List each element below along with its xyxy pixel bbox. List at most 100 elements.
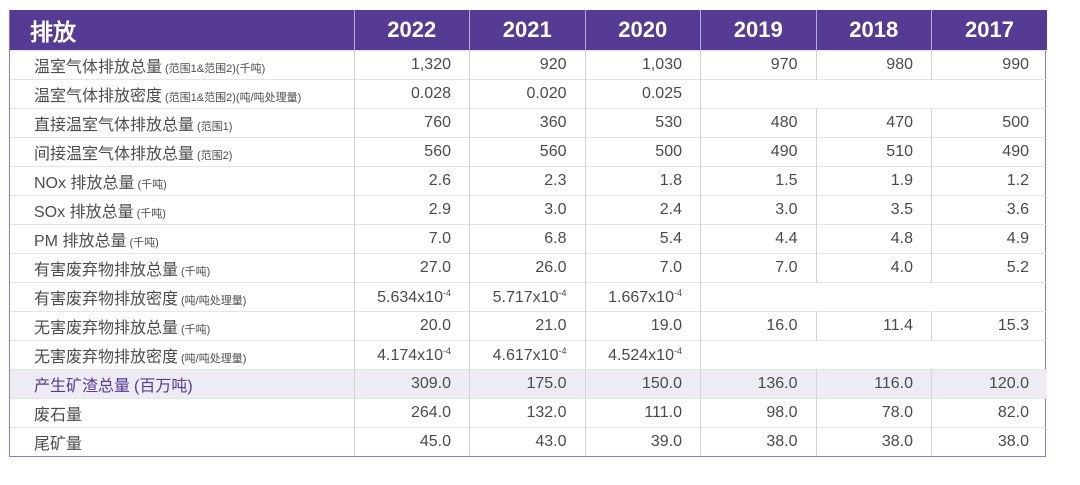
cell-value-2019: 4.4 <box>700 224 817 254</box>
cell-value-2018: 78.0 <box>816 398 932 428</box>
cell-value-2021: 360 <box>469 108 586 138</box>
table-row: 直接温室气体排放总量 (范围1) 760 360 530 480 470 500 <box>10 108 1047 138</box>
cell-value-2020: 0.025 <box>585 79 701 109</box>
table-row: 无害废弃物排放总量 (千吨) 20.0 21.0 19.0 16.0 11.4 15.3 <box>10 311 1047 341</box>
cell-value-2019: 38.0 <box>700 427 817 456</box>
metric-name: 温室气体排放总量 <box>34 59 163 76</box>
cell-value-2019: 480 <box>700 108 817 138</box>
cell-value-2017: 490 <box>931 137 1047 167</box>
row-label: 间接温室气体排放总量 (范围2) <box>10 137 355 167</box>
metric-name: 产生矿渣总量 <box>34 378 131 395</box>
cell-value-2019: 490 <box>700 137 817 167</box>
cell-value-2022: 0.028 <box>354 79 470 109</box>
cell-value-2021: 4.617x10-4 <box>469 340 586 370</box>
exponent: -4 <box>673 287 682 298</box>
metric-unit: (千吨) <box>181 324 211 336</box>
metric-unit: (范围1&范围2)(吨/吨处理量) <box>165 92 302 104</box>
cell-value-2018: 510 <box>816 137 932 167</box>
exponent: -4 <box>442 287 451 298</box>
cell-value-2021: 560 <box>469 137 586 167</box>
cell-value-2017: 500 <box>931 108 1047 138</box>
cell-value-2017: 4.9 <box>931 224 1047 254</box>
metric-name: 有害废弃物排放密度 <box>34 291 179 308</box>
cell-value-2022: 7.0 <box>354 224 470 254</box>
metric-unit: (吨/吨处理量) <box>181 353 247 365</box>
metric-name: 间接温室气体排放总量 <box>34 146 195 163</box>
metric-name: 无害废弃物排放总量 <box>34 320 179 337</box>
exponent: -4 <box>558 345 567 356</box>
cell-value-2018: 4.0 <box>816 253 932 283</box>
empty-merged-cell <box>700 340 1047 370</box>
cell-value-2018: 11.4 <box>816 311 932 341</box>
cell-value-2018: 470 <box>816 108 932 138</box>
cell-value-2017: 5.2 <box>931 253 1047 283</box>
metric-name: PM 排放总量 <box>34 233 127 250</box>
empty-merged-cell <box>700 282 1047 312</box>
cell-value-2021: 175.0 <box>469 369 586 399</box>
cell-value-2022: 27.0 <box>354 253 470 283</box>
cell-value-2022: 264.0 <box>354 398 470 428</box>
cell-value-2020: 5.4 <box>585 224 701 254</box>
table-row: 温室气体排放密度 (范围1&范围2)(吨/吨处理量) 0.028 0.020 0.025 <box>10 79 1047 109</box>
cell-value-2018: 3.5 <box>816 195 932 225</box>
metric-name: 无害废弃物排放密度 <box>34 349 179 366</box>
cell-value-2017: 1.2 <box>931 166 1047 196</box>
cell-value-2020: 1.8 <box>585 166 701 196</box>
header-row: 排放 2022 2021 2020 2019 2018 2017 <box>10 10 1047 51</box>
cell-value-2019: 136.0 <box>700 369 817 399</box>
cell-value-2020: 1.667x10-4 <box>585 282 701 312</box>
metric-name: 尾矿量 <box>34 436 83 453</box>
cell-value-2018: 1.9 <box>816 166 932 196</box>
cell-value-2022: 760 <box>354 108 470 138</box>
cell-value-2022: 2.9 <box>354 195 470 225</box>
cell-value-2017: 120.0 <box>931 369 1047 399</box>
metric-unit: (百万吨) <box>134 378 193 395</box>
metric-unit: (千吨) <box>137 179 167 191</box>
cell-value-2022: 45.0 <box>354 427 470 456</box>
table-row: 有害废弃物排放总量 (千吨) 27.0 26.0 7.0 7.0 4.0 5.2 <box>10 253 1047 283</box>
year-header-2019: 2019 <box>700 10 817 51</box>
table-row: 温室气体排放总量 (范围1&范围2)(千吨) 1,320 920 1,030 970 980… <box>10 50 1047 80</box>
emissions-table-container: 排放 2022 2021 2020 2019 2018 2017 温室气体排放总… <box>9 10 1047 457</box>
cell-value-2021: 43.0 <box>469 427 586 456</box>
year-header-2018: 2018 <box>816 10 932 51</box>
row-label: 温室气体排放密度 (范围1&范围2)(吨/吨处理量) <box>10 79 355 109</box>
cell-value-2020: 19.0 <box>585 311 701 341</box>
cell-value-2020: 530 <box>585 108 701 138</box>
table-row: 间接温室气体排放总量 (范围2) 560 560 500 490 510 490 <box>10 137 1047 167</box>
cell-value-2020: 7.0 <box>585 253 701 283</box>
metric-name: 有害废弃物排放总量 <box>34 262 179 279</box>
cell-value-2022: 560 <box>354 137 470 167</box>
exponent: -4 <box>673 345 682 356</box>
cell-value-2017: 82.0 <box>931 398 1047 428</box>
cell-value-2020: 500 <box>585 137 701 167</box>
metric-unit: (范围1) <box>197 121 233 133</box>
exponent: -4 <box>442 345 451 356</box>
metric-unit: (千吨) <box>136 208 166 220</box>
row-label: 无害废弃物排放密度 (吨/吨处理量) <box>10 340 355 370</box>
cell-value-2021: 132.0 <box>469 398 586 428</box>
cell-value-2019: 1.5 <box>700 166 817 196</box>
row-label: 有害废弃物排放密度 (吨/吨处理量) <box>10 282 355 312</box>
metric-unit: (吨/吨处理量) <box>181 295 247 307</box>
table-row: 废石量 264.0 132.0 111.0 98.0 78.0 82.0 <box>10 398 1047 428</box>
cell-value-2019: 3.0 <box>700 195 817 225</box>
cell-value-2018: 116.0 <box>816 369 932 399</box>
row-label: PM 排放总量 (千吨) <box>10 224 355 254</box>
cell-value-2017: 990 <box>931 50 1047 80</box>
cell-value-2021: 21.0 <box>469 311 586 341</box>
row-label: 尾矿量 <box>10 427 355 456</box>
cell-value-2021: 920 <box>469 50 586 80</box>
cell-value-2019: 7.0 <box>700 253 817 283</box>
cell-value-2022: 2.6 <box>354 166 470 196</box>
cell-value-2022: 309.0 <box>354 369 470 399</box>
metric-unit: (千吨) <box>181 266 211 278</box>
table-body: 温室气体排放总量 (范围1&范围2)(千吨) 1,320 920 1,030 970 980… <box>10 50 1047 456</box>
cell-value-2018: 38.0 <box>816 427 932 456</box>
metric-name: 温室气体排放密度 <box>34 88 163 105</box>
cell-value-2018: 4.8 <box>816 224 932 254</box>
cell-value-2018: 980 <box>816 50 932 80</box>
cell-value-2019: 98.0 <box>700 398 817 428</box>
cell-value-2021: 0.020 <box>469 79 586 109</box>
cell-value-2017: 3.6 <box>931 195 1047 225</box>
